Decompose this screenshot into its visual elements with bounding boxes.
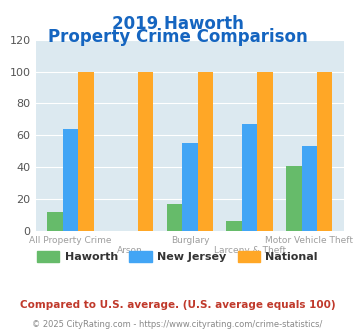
Bar xyxy=(182,143,198,231)
Bar xyxy=(242,124,257,231)
Bar xyxy=(48,212,63,231)
Bar xyxy=(317,72,332,231)
Text: Burglary: Burglary xyxy=(171,236,209,245)
Bar xyxy=(286,166,301,231)
Bar xyxy=(257,72,273,231)
Bar xyxy=(198,72,213,231)
Bar xyxy=(226,221,242,231)
Text: Compared to U.S. average. (U.S. average equals 100): Compared to U.S. average. (U.S. average … xyxy=(20,300,335,310)
Bar xyxy=(63,129,78,231)
Text: Motor Vehicle Theft: Motor Vehicle Theft xyxy=(265,236,353,245)
Bar xyxy=(138,72,153,231)
Text: Larceny & Theft: Larceny & Theft xyxy=(213,246,286,255)
Text: Property Crime Comparison: Property Crime Comparison xyxy=(48,28,307,46)
Text: All Property Crime: All Property Crime xyxy=(29,236,112,245)
Bar xyxy=(78,72,94,231)
Text: 2019 Haworth: 2019 Haworth xyxy=(111,15,244,33)
Bar xyxy=(301,147,317,231)
Text: Arson: Arson xyxy=(118,246,143,255)
Text: © 2025 CityRating.com - https://www.cityrating.com/crime-statistics/: © 2025 CityRating.com - https://www.city… xyxy=(32,320,323,329)
Bar xyxy=(167,204,182,231)
Legend: Haworth, New Jersey, National: Haworth, New Jersey, National xyxy=(33,247,322,267)
